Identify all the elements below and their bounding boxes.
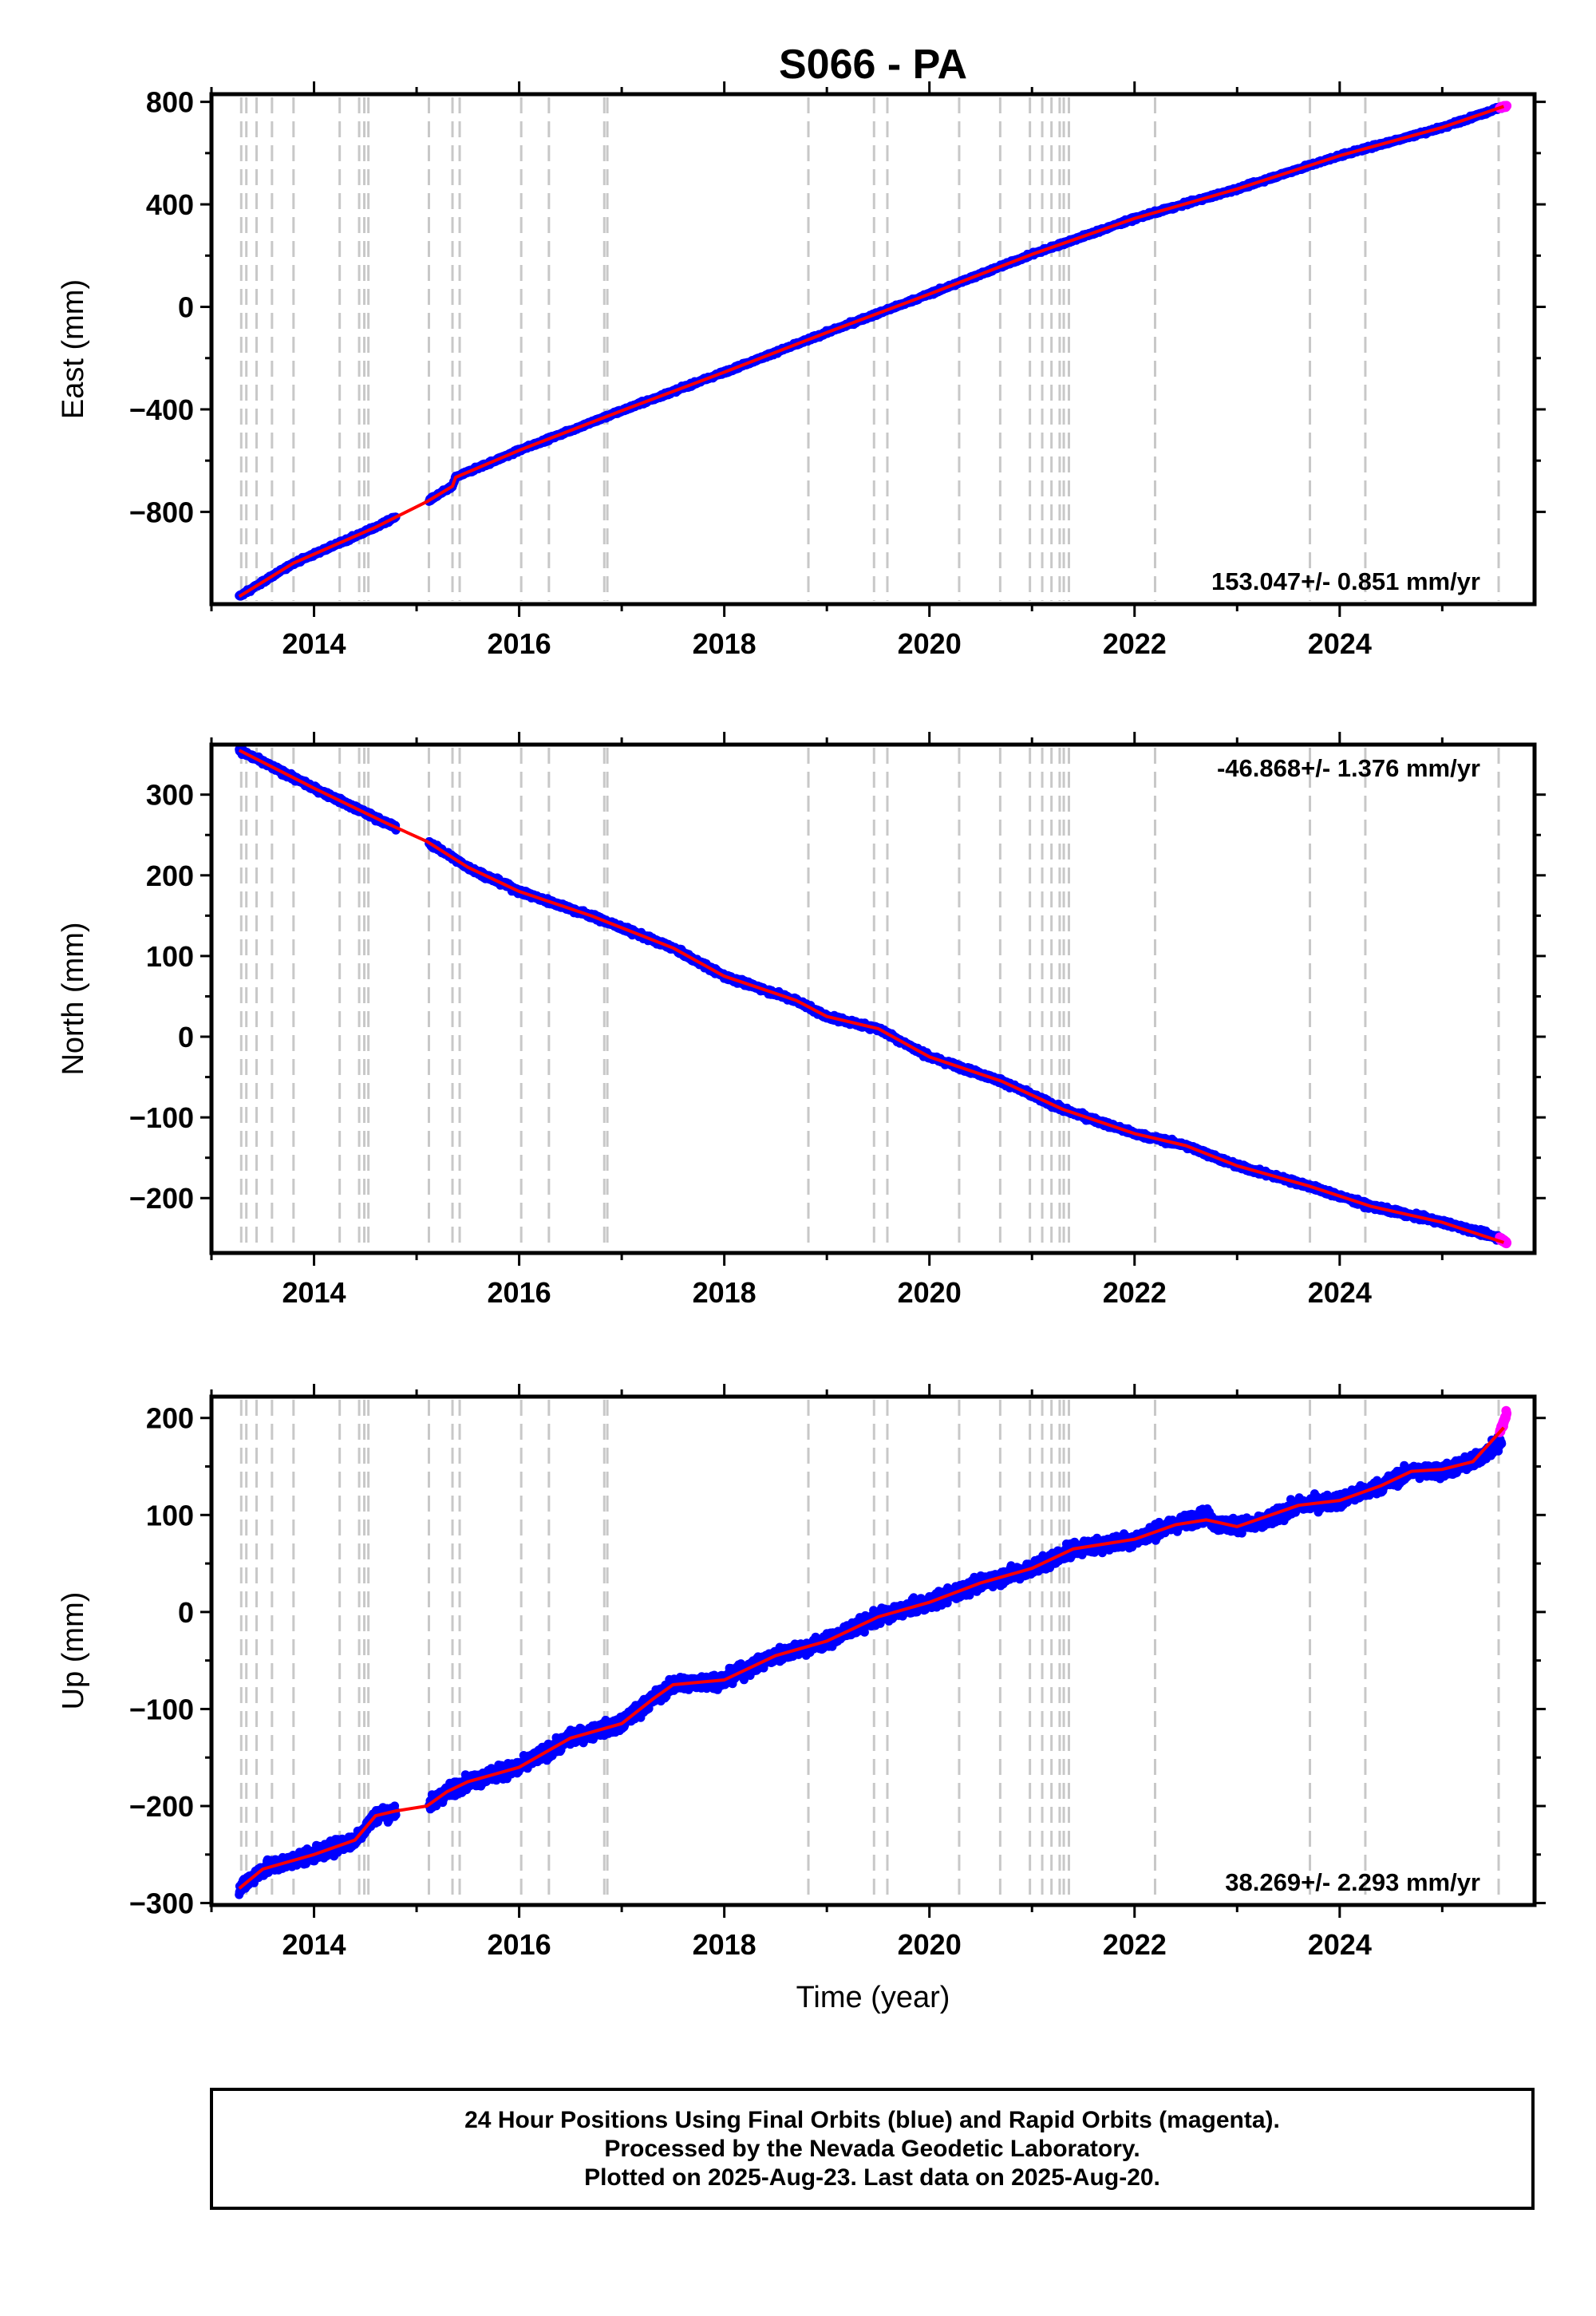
east-x-tick-label: 2014: [282, 627, 346, 660]
east-y-tick-label: −800: [129, 496, 194, 528]
east-y-axis-label: East (mm): [57, 279, 90, 419]
east-plot-area: [235, 101, 1512, 601]
north-final-orbits-series: [235, 745, 1507, 1245]
east-y-tick-label: 400: [146, 188, 194, 221]
east-x-tick-label: 2022: [1103, 627, 1167, 660]
east-x-tick-label: 2016: [488, 627, 551, 660]
east-rapid-point: [1502, 101, 1512, 111]
east-y-tick-label: −400: [129, 393, 194, 426]
east-x-tick-label: 2020: [898, 627, 962, 660]
north-event-lines: [239, 748, 1500, 1250]
east-panel: 2014 2016 2018 2020 2022 2024 800 400 0 −400 −800 E…: [57, 81, 1546, 660]
east-model-line: [238, 105, 1505, 599]
east-y-tick-label: 800: [146, 86, 194, 119]
east-frame: [209, 92, 1537, 607]
east-event-lines: [239, 97, 1500, 601]
east-rate-label: 153.047+/- 0.851 mm/yr: [1211, 567, 1480, 595]
east-x-tick-label: 2018: [693, 627, 757, 660]
north-panel: 2014 2016 2018 2020 2022 20243002001000−100−2…: [57, 732, 1546, 1309]
east-x-tick-label: 2024: [1308, 627, 1372, 660]
east-y-tick-label: 0: [178, 291, 194, 324]
east-final-orbits-series: [235, 101, 1507, 601]
figure-title: S066 - PA: [779, 41, 967, 88]
north-plot-area: [235, 745, 1512, 1249]
